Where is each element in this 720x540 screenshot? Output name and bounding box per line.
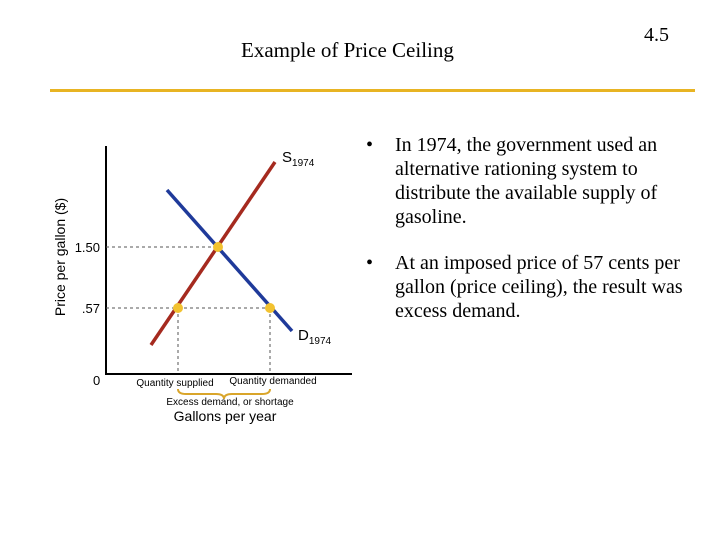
supply-curve	[149, 161, 277, 346]
bullet-item: • At an imposed price of 57 cents per ga…	[364, 251, 704, 323]
bullet-text: In 1974, the government used an alternat…	[395, 134, 658, 228]
bullet-list: • In 1974, the government used an altern…	[364, 133, 704, 345]
quantity-supplied-label: Quantity supplied	[136, 378, 213, 389]
bullet-marker: •	[366, 134, 374, 156]
supply-label-subscript: 1974	[292, 158, 315, 169]
origin-label: 0	[93, 373, 100, 388]
shortage-label: Excess demand, or shortage	[166, 397, 294, 408]
bullet-text: At an imposed price of 57 cents per gall…	[395, 252, 683, 322]
demand-label-subscript: 1974	[309, 336, 332, 347]
bullet-marker: •	[366, 252, 374, 274]
demand-label-letter: D	[298, 327, 309, 344]
x-axis-label: Gallons per year	[174, 408, 277, 424]
bullet-item: • In 1974, the government used an altern…	[364, 133, 704, 229]
price-tick-1-50: 1.50	[75, 240, 100, 255]
equilibrium-point	[213, 242, 223, 252]
shortage-brace	[177, 388, 271, 400]
slide-number: 4.5	[644, 24, 669, 46]
quantity-demanded-label: Quantity demanded	[229, 376, 316, 387]
demand-label: D1974	[298, 327, 332, 347]
quantity-demanded-point	[265, 303, 275, 313]
price-tick-57: .57	[82, 301, 100, 316]
supply-label-letter: S	[282, 149, 292, 166]
supply-label: S1974	[282, 149, 315, 169]
title-divider	[50, 89, 695, 92]
slide-title: Example of Price Ceiling	[241, 38, 454, 62]
y-axis-label: Price per gallon ($)	[52, 198, 68, 316]
quantity-supplied-point	[173, 303, 183, 313]
